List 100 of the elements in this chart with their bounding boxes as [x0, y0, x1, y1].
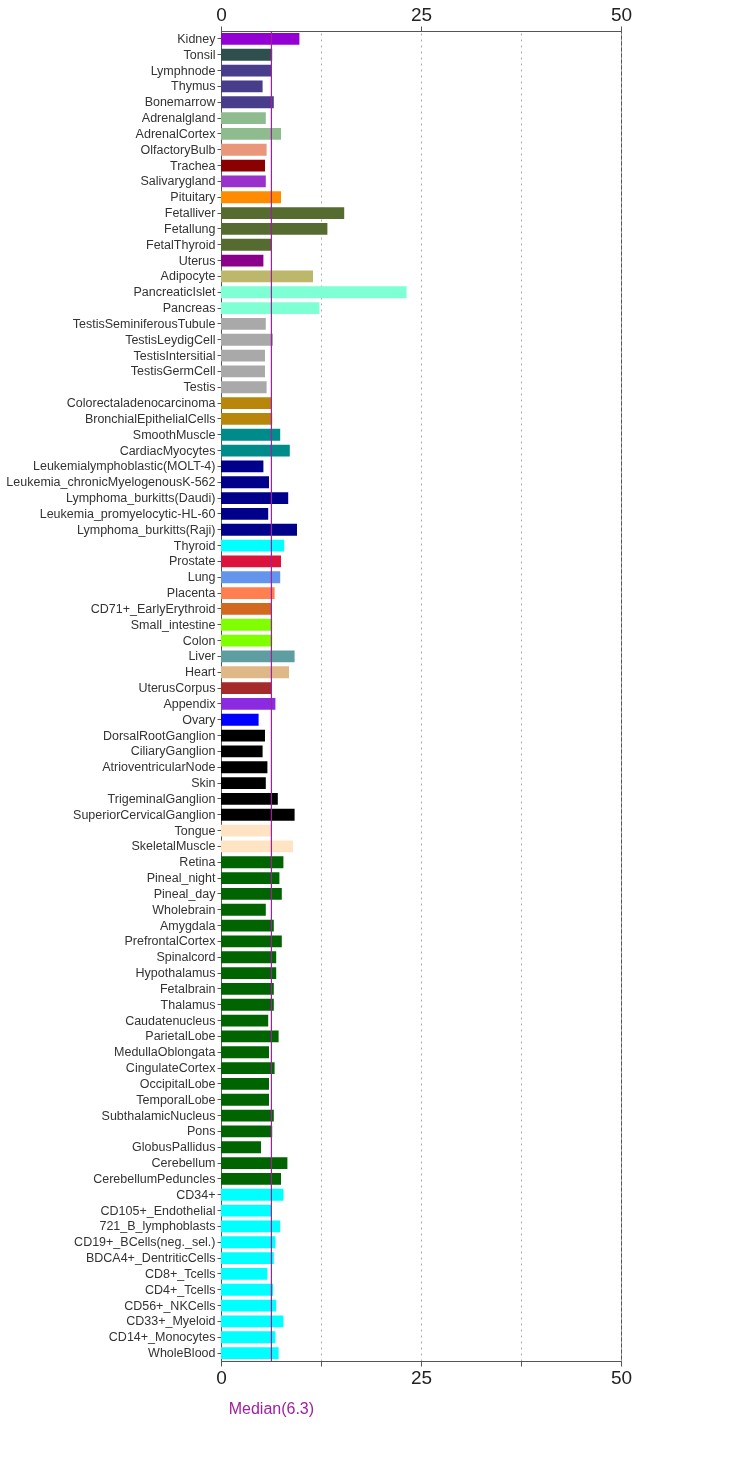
y-tick-label: Adipocyte — [160, 269, 216, 284]
y-tick-label: CD105+_Endothelial — [100, 1203, 216, 1218]
bar — [221, 1267, 268, 1280]
y-tick-label: Trachea — [170, 158, 216, 173]
y-tick-label: Heart — [184, 665, 217, 680]
bar — [221, 856, 284, 869]
bar — [221, 349, 265, 362]
y-tick-label: Appendix — [163, 696, 217, 711]
bar — [221, 1077, 269, 1090]
bar — [221, 887, 282, 900]
bar — [221, 539, 285, 552]
y-tick-label: DorsalRootGanglion — [102, 728, 216, 743]
bar — [221, 412, 273, 425]
y-tick-label: Thyroid — [173, 538, 216, 553]
y-tick-label: Wholebrain — [152, 902, 216, 917]
y-tick-label: AtrioventricularNode — [102, 760, 216, 775]
bar — [221, 555, 281, 568]
bar — [221, 1172, 281, 1185]
y-tick-label: Colorectaladenocarcinoma — [66, 396, 216, 411]
y-tick-label: Ovary — [182, 712, 217, 727]
y-tick-label: Uterus — [178, 253, 216, 268]
y-tick-label: TestisSeminiferousTubule — [72, 316, 216, 331]
y-tick-label: MedullaOblongata — [114, 1045, 216, 1060]
bar — [221, 1331, 276, 1344]
bar — [221, 1220, 281, 1233]
y-tick-label: TemporalLobe — [136, 1092, 216, 1107]
y-tick-label: CD71+_EarlyErythroid — [90, 601, 216, 616]
y-tick-label: Skin — [191, 776, 216, 791]
bar — [221, 682, 272, 695]
bar — [221, 207, 345, 220]
y-tick-label: CD8+_Tcells — [144, 1266, 216, 1281]
y-tick-label: ParietalLobe — [145, 1029, 216, 1044]
y-tick-label: Pancreas — [162, 301, 216, 316]
bar — [221, 571, 281, 584]
bar — [221, 143, 267, 156]
y-tick-label: Leukemia_promyelocytic-HL-60 — [39, 506, 216, 521]
bar — [221, 1125, 273, 1138]
bar — [221, 666, 289, 679]
y-tick-label: SkeletalMuscle — [131, 839, 216, 854]
y-tick-label: SubthalamicNucleus — [101, 1108, 216, 1123]
bar — [221, 761, 268, 774]
bar — [221, 96, 274, 109]
y-tick-label: UterusCorpus — [138, 681, 216, 696]
bar — [221, 967, 277, 980]
bar — [221, 1109, 274, 1122]
bar — [221, 1188, 284, 1201]
y-tick-label: Bonemarrow — [144, 95, 217, 110]
y-tick-label: Tongue — [174, 823, 216, 838]
bar — [221, 745, 263, 758]
bar — [221, 238, 272, 251]
y-tick-label: TestisIntersitial — [133, 348, 216, 363]
bar — [221, 697, 276, 710]
bar — [221, 191, 281, 204]
bar — [221, 428, 281, 441]
y-tick-label: Pons — [187, 1124, 216, 1139]
bar — [221, 365, 265, 378]
bar — [221, 634, 273, 647]
y-tick-label: Pituitary — [170, 190, 217, 205]
bar — [221, 523, 297, 536]
bar — [221, 1315, 284, 1328]
bar — [221, 729, 265, 742]
y-tick-label: Lymphoma_burkitts(Raji) — [77, 522, 216, 537]
x-tick-label: 50 — [610, 1366, 633, 1388]
y-tick-label: FetalThyroid — [146, 237, 216, 252]
bar — [221, 127, 281, 140]
bar — [221, 919, 274, 932]
y-tick-label: Caudatenucleus — [125, 1013, 216, 1028]
y-tick-label: TrigeminalGanglion — [107, 791, 216, 806]
y-tick-label: Spinalcord — [156, 950, 216, 965]
bar — [221, 935, 282, 948]
bar — [221, 903, 266, 916]
bar — [221, 982, 274, 995]
y-tick-label: Lymphnode — [150, 63, 216, 78]
y-tick-label: TestisGermCell — [130, 364, 216, 379]
y-tick-label: PrefrontalCortex — [124, 934, 217, 949]
bar — [221, 1252, 274, 1265]
bar — [221, 222, 328, 235]
bar — [221, 286, 407, 299]
y-tick-label: CingulateCortex — [125, 1061, 217, 1076]
y-tick-label: SmoothMuscle — [132, 427, 216, 442]
y-tick-label: Placenta — [166, 586, 216, 601]
y-tick-label: Small_intestine — [130, 617, 216, 632]
bar — [221, 333, 273, 346]
bar — [221, 381, 267, 394]
x2-tick-label: 25 — [410, 3, 433, 25]
bar — [221, 1347, 279, 1360]
y-tick-label: Fetalliver — [164, 206, 216, 221]
bar — [221, 1236, 276, 1249]
bar — [221, 476, 269, 489]
bar — [221, 80, 263, 93]
bar — [221, 175, 266, 188]
bar — [221, 302, 320, 315]
y-tick-label: Lymphoma_burkitts(Daudi) — [65, 491, 216, 506]
bar — [221, 159, 265, 172]
y-tick-label: Thymus — [171, 79, 216, 94]
bar — [221, 792, 278, 805]
bar — [221, 444, 290, 457]
bar — [221, 951, 277, 964]
bar — [221, 1157, 288, 1170]
y-tick-label: BDCA4+_DentriticCells — [85, 1251, 216, 1266]
